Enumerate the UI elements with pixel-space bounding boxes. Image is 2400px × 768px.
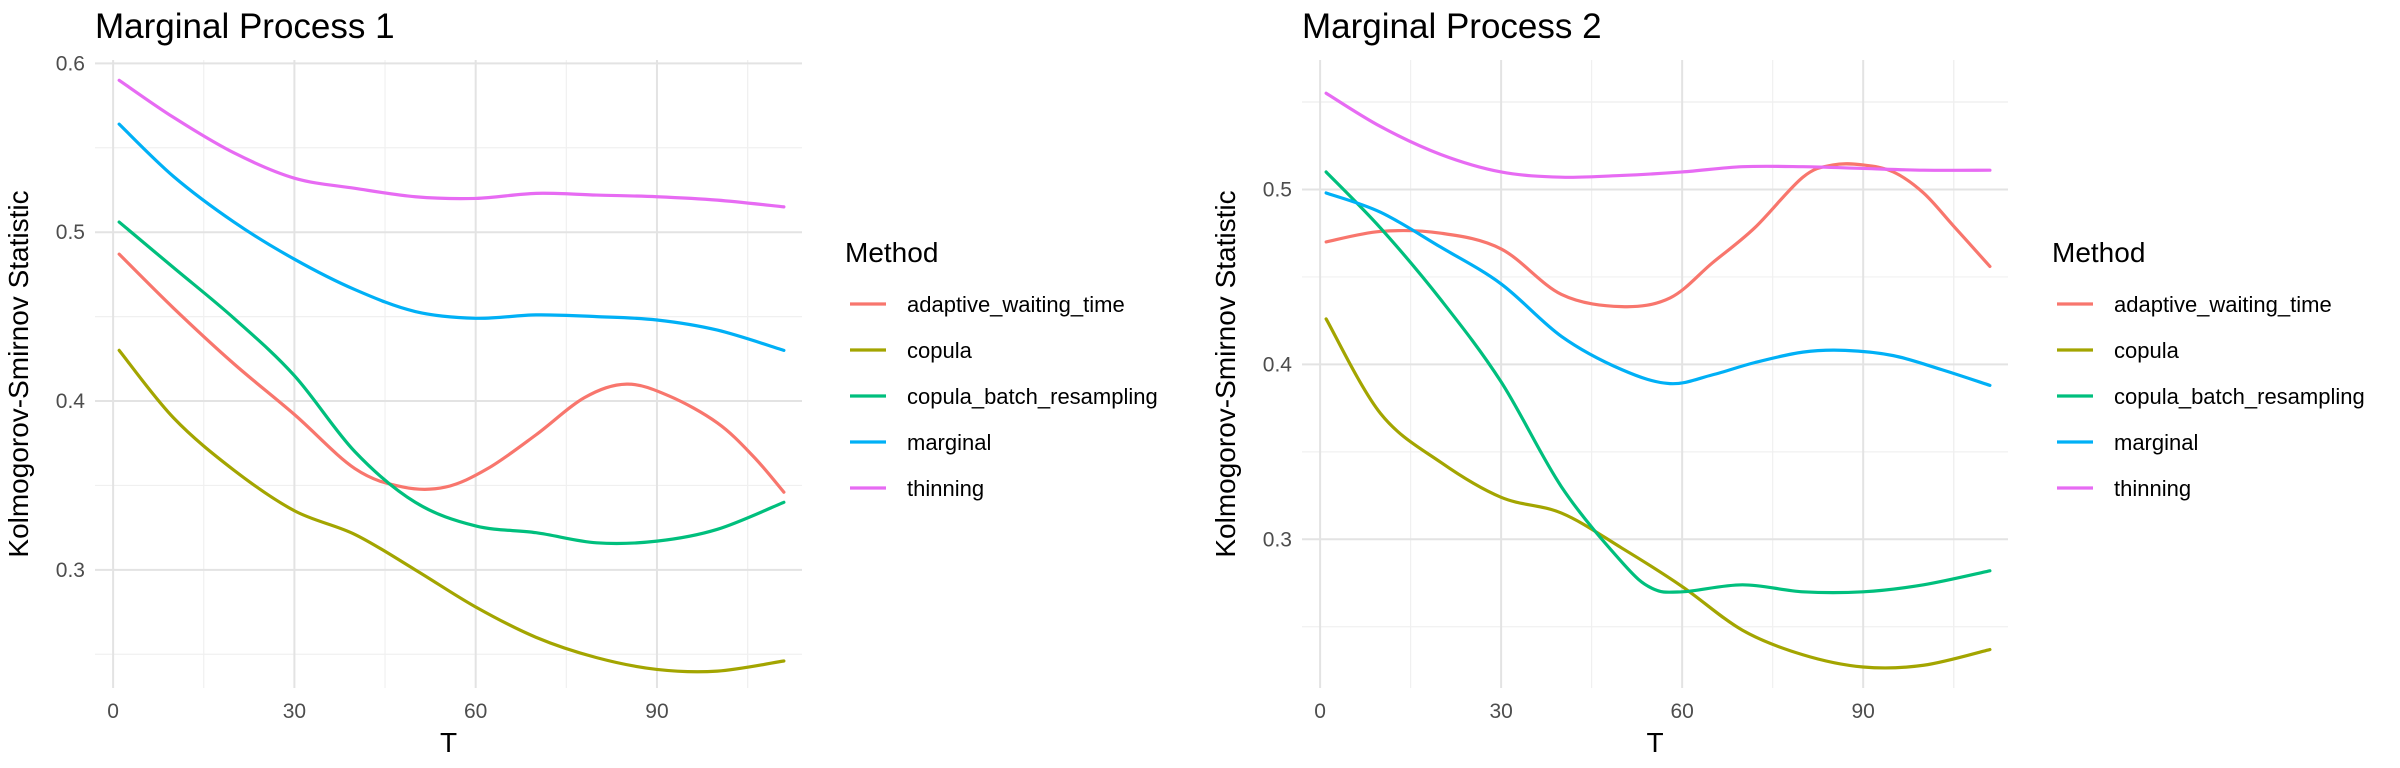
legend-label-copula: copula <box>907 338 973 363</box>
legend-label-thinning: thinning <box>907 476 984 501</box>
x-axis-title: T <box>440 727 457 758</box>
series-line-copula_batch_resampling <box>1324 170 1992 595</box>
y-tick-label: 0.3 <box>1263 528 1292 551</box>
y-axis-title: Kolmogorov-Smirnov Statistic <box>1210 190 1241 557</box>
x-tick-label: 60 <box>464 700 487 723</box>
x-tick-label: 0 <box>1314 700 1326 723</box>
y-tick-label: 0.6 <box>56 52 85 75</box>
series-line-adaptive_waiting_time <box>1324 162 1992 309</box>
series-line-copula <box>117 348 786 674</box>
legend-label-copula: copula <box>2114 338 2180 363</box>
series-line-marginal <box>117 122 786 352</box>
x-tick-label: 0 <box>107 700 119 723</box>
series-line-thinning <box>117 78 786 209</box>
y-tick-label: 0.5 <box>1263 178 1292 201</box>
x-tick-label: 90 <box>1851 700 1874 723</box>
y-tick-label: 0.4 <box>56 390 86 413</box>
series-line-adaptive_waiting_time <box>117 252 786 494</box>
legend-label-adaptive_waiting_time: adaptive_waiting_time <box>907 292 1125 317</box>
series-line-copula_batch_resampling <box>117 220 786 546</box>
legend-label-marginal: marginal <box>2114 430 2198 455</box>
chart-panel-1: 0 30 60 90 0.3 0.4 0.5 0.6 Marginal Process 1 T Ko… <box>3 7 1158 758</box>
series-line-marginal <box>1324 191 1992 387</box>
legend-label-copula_batch_resampling: copula_batch_resampling <box>2114 384 2365 409</box>
chart-title: Marginal Process 2 <box>1302 7 1602 46</box>
legend-label-adaptive_waiting_time: adaptive_waiting_time <box>2114 292 2332 317</box>
x-tick-label: 30 <box>283 700 306 723</box>
legend-title: Method <box>845 237 938 268</box>
x-tick-label: 30 <box>1489 700 1512 723</box>
y-axis-title: Kolmogorov-Smirnov Statistic <box>3 190 34 557</box>
legend-label-thinning: thinning <box>2114 476 2191 501</box>
y-tick-label: 0.4 <box>1263 353 1293 376</box>
legend-label-marginal: marginal <box>907 430 991 455</box>
series-line-thinning <box>1324 91 1992 179</box>
x-axis-title: T <box>1646 727 1663 758</box>
y-tick-label: 0.3 <box>56 559 85 582</box>
x-tick-label: 90 <box>645 700 668 723</box>
x-tick-label: 60 <box>1670 700 1693 723</box>
legend-title: Method <box>2052 237 2145 268</box>
chart-title: Marginal Process 1 <box>95 7 395 46</box>
y-tick-label: 0.5 <box>56 221 85 244</box>
legend-label-copula_batch_resampling: copula_batch_resampling <box>907 384 1158 409</box>
series-line-copula <box>1324 317 1992 670</box>
chart-panel-2: 0 30 60 90 0.3 0.4 0.5 Marginal Process 2 T Kolmo… <box>1210 7 2365 758</box>
